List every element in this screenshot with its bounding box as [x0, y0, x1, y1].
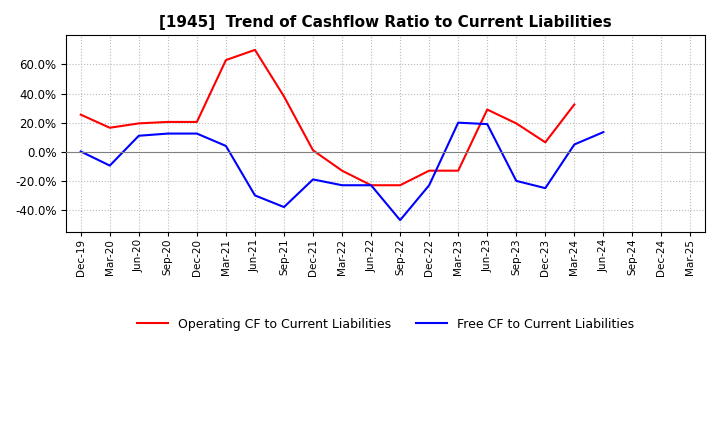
Operating CF to Current Liabilities [338, 168, 346, 173]
Operating CF to Current Liabilities [396, 183, 405, 188]
Operating CF to Current Liabilities [309, 148, 318, 153]
Operating CF to Current Liabilities [541, 139, 549, 145]
Free CF to Current Liabilities [222, 143, 230, 149]
Operating CF to Current Liabilities [483, 107, 492, 112]
Line: Free CF to Current Liabilities: Free CF to Current Liabilities [81, 123, 603, 220]
Free CF to Current Liabilities [366, 183, 375, 188]
Line: Operating CF to Current Liabilities: Operating CF to Current Liabilities [81, 50, 575, 185]
Operating CF to Current Liabilities [279, 94, 288, 99]
Operating CF to Current Liabilities [163, 119, 172, 125]
Free CF to Current Liabilities [483, 121, 492, 127]
Operating CF to Current Liabilities [366, 183, 375, 188]
Operating CF to Current Liabilities [192, 119, 201, 125]
Free CF to Current Liabilities [454, 120, 462, 125]
Title: [1945]  Trend of Cashflow Ratio to Current Liabilities: [1945] Trend of Cashflow Ratio to Curren… [159, 15, 612, 30]
Free CF to Current Liabilities [570, 142, 579, 147]
Operating CF to Current Liabilities [105, 125, 114, 130]
Free CF to Current Liabilities [163, 131, 172, 136]
Operating CF to Current Liabilities [135, 121, 143, 126]
Free CF to Current Liabilities [135, 133, 143, 139]
Operating CF to Current Liabilities [425, 168, 433, 173]
Operating CF to Current Liabilities [76, 112, 85, 117]
Free CF to Current Liabilities [251, 193, 259, 198]
Free CF to Current Liabilities [599, 129, 608, 135]
Operating CF to Current Liabilities [512, 121, 521, 126]
Free CF to Current Liabilities [425, 183, 433, 188]
Free CF to Current Liabilities [512, 178, 521, 183]
Operating CF to Current Liabilities [222, 58, 230, 63]
Free CF to Current Liabilities [541, 186, 549, 191]
Free CF to Current Liabilities [192, 131, 201, 136]
Operating CF to Current Liabilities [251, 47, 259, 52]
Free CF to Current Liabilities [338, 183, 346, 188]
Free CF to Current Liabilities [279, 205, 288, 210]
Free CF to Current Liabilities [309, 177, 318, 182]
Operating CF to Current Liabilities [454, 168, 462, 173]
Legend: Operating CF to Current Liabilities, Free CF to Current Liabilities: Operating CF to Current Liabilities, Fre… [132, 313, 639, 336]
Free CF to Current Liabilities [76, 149, 85, 154]
Free CF to Current Liabilities [105, 163, 114, 168]
Free CF to Current Liabilities [396, 217, 405, 223]
Operating CF to Current Liabilities [570, 102, 579, 107]
